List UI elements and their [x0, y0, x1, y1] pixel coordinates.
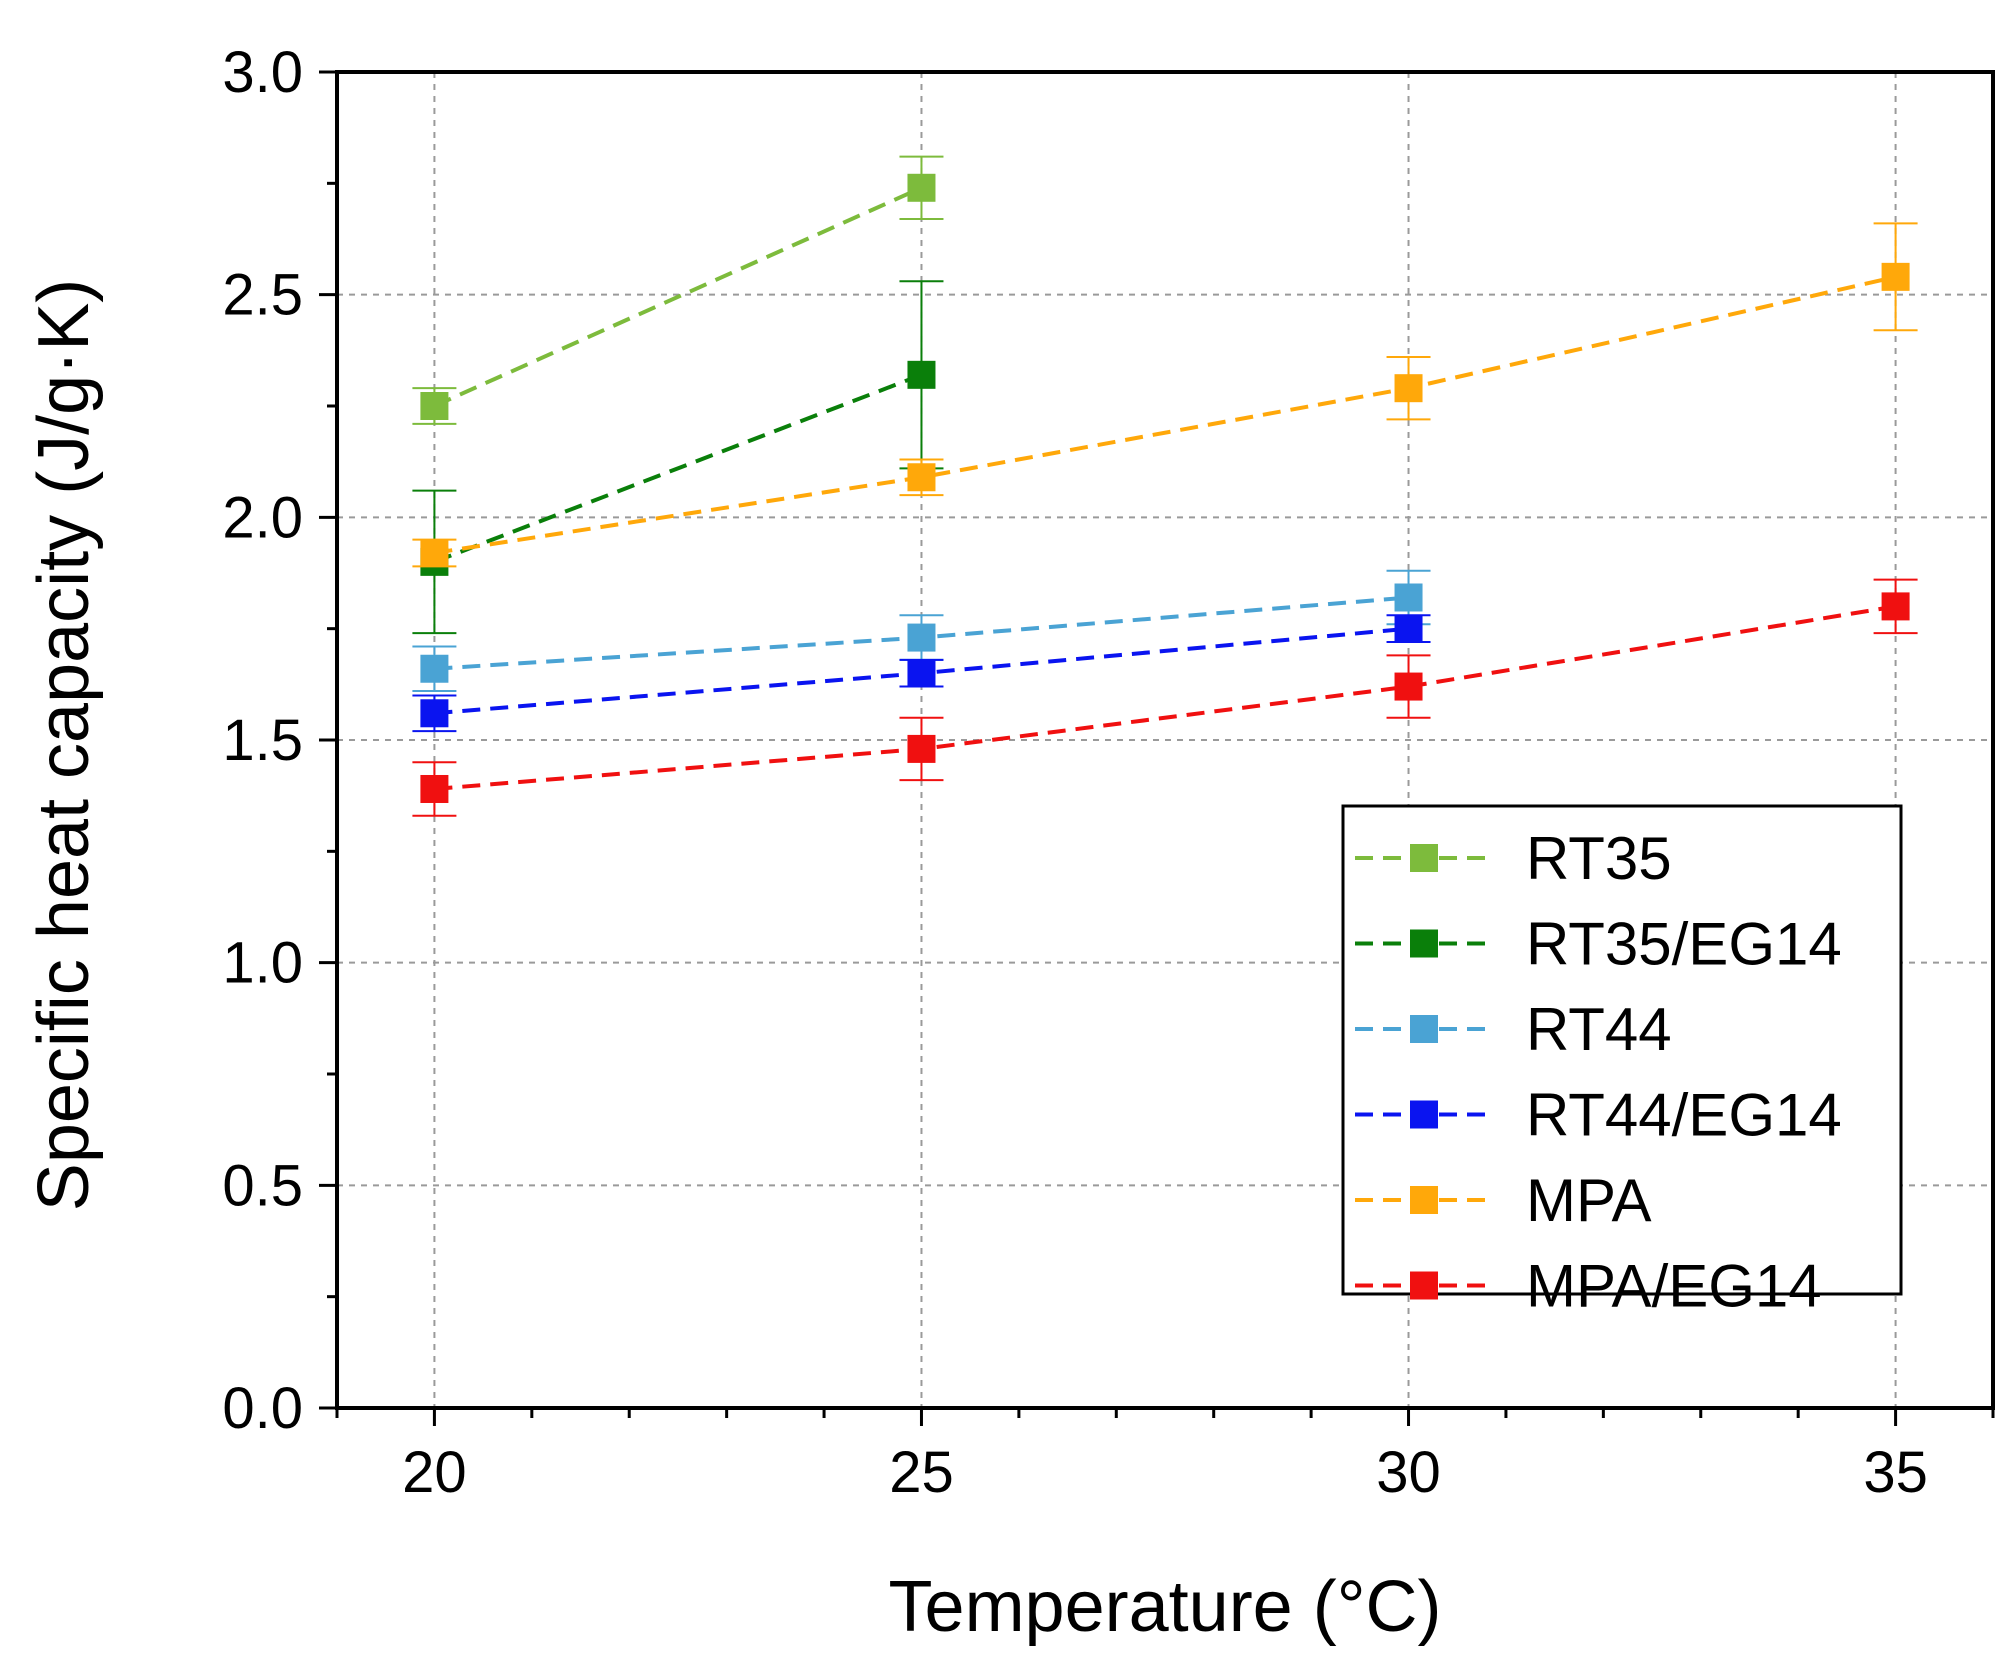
y-tick-label: 0.5 — [222, 1153, 303, 1218]
series-mpa-eg14 — [412, 578, 1918, 817]
y-tick-label: 2.5 — [222, 263, 303, 328]
series-line — [433, 372, 923, 564]
y-axis-title: Specific heat capacity (J/g·K) — [24, 279, 104, 1211]
series-rt44-eg14 — [412, 614, 1431, 733]
legend-swatch-marker — [1410, 844, 1438, 872]
legend-swatch-marker — [1410, 929, 1438, 958]
series-rt35-eg14 — [412, 280, 944, 635]
series-layer — [412, 155, 1918, 817]
data-point — [1394, 614, 1423, 643]
legend-label: RT44/EG14 — [1526, 1082, 1842, 1149]
data-point — [1881, 262, 1910, 291]
data-point — [907, 463, 936, 492]
legend-item: RT35/EG14 — [1355, 911, 1842, 978]
data-point — [907, 360, 936, 389]
data-point — [1394, 583, 1423, 612]
legend-label: MPA/EG14 — [1526, 1253, 1822, 1320]
data-point — [420, 774, 449, 803]
legend-swatch-marker — [1410, 1015, 1438, 1043]
data-point — [1394, 672, 1423, 701]
legend-swatch-marker — [1410, 1271, 1438, 1300]
legend-item: RT44 — [1355, 996, 1672, 1063]
data-point — [420, 392, 449, 420]
legend-swatch-marker — [1410, 1186, 1438, 1214]
legend-item: MPA/EG14 — [1355, 1253, 1822, 1320]
legend-item: RT35 — [1355, 825, 1672, 892]
series-rt44 — [412, 569, 1431, 693]
y-tick-label: 1.0 — [222, 931, 303, 996]
y-tick-label: 1.5 — [222, 708, 303, 773]
legend: RT35 RT35/EG14 RT44 RT44/EG14 MPA MPA/EG14 — [1341, 804, 1903, 1320]
data-point — [1394, 374, 1423, 403]
data-point — [907, 173, 936, 202]
legend-label: RT35 — [1526, 825, 1672, 892]
data-point — [907, 734, 936, 763]
legend-label: RT35/EG14 — [1526, 911, 1842, 978]
data-point — [420, 699, 449, 728]
x-axis-title: Temperature (°C) — [889, 1567, 1442, 1647]
data-point — [420, 538, 449, 567]
data-point — [907, 623, 936, 652]
legend-label: MPA — [1526, 1167, 1652, 1234]
data-point — [1881, 592, 1910, 621]
series-line — [434, 604, 1896, 791]
y-tick-label: 0.0 — [222, 1376, 303, 1441]
legend-swatch-marker — [1410, 1100, 1438, 1129]
x-tick-label: 20 — [402, 1440, 467, 1505]
data-point — [420, 654, 449, 683]
axes: 20 25 30 35 0.0 0.5 1.0 1.5 2.0 2.5 3.0 — [222, 40, 1995, 1505]
y-tick-label: 3.0 — [222, 40, 303, 105]
x-tick-label: 25 — [889, 1440, 954, 1505]
x-tick-label: 30 — [1376, 1440, 1441, 1505]
legend-item: MPA — [1355, 1167, 1652, 1234]
series-line — [434, 274, 1897, 555]
series-rt35 — [412, 155, 944, 425]
data-point — [907, 659, 936, 688]
x-tick-label: 35 — [1863, 1440, 1928, 1505]
y-tick-label: 2.0 — [222, 485, 303, 550]
series-line — [433, 185, 923, 408]
legend-label: RT44 — [1526, 996, 1672, 1063]
legend-item: RT44/EG14 — [1355, 1082, 1842, 1149]
series-mpa — [412, 222, 1918, 568]
